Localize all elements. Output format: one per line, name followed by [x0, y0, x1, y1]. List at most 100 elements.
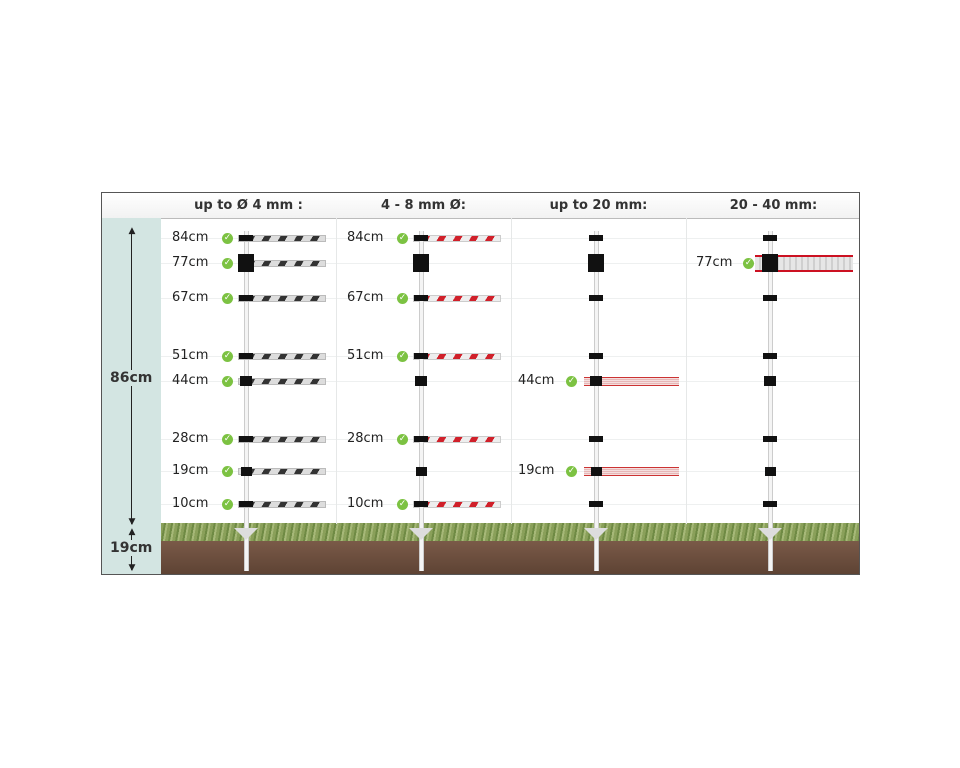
column-header: up to Ø 4 mm : [194, 198, 303, 213]
column-header: up to 20 mm: [549, 198, 648, 213]
check-circle-icon: ✓ [397, 499, 408, 510]
insulator-icon [763, 235, 777, 241]
insulator-icon [589, 295, 603, 301]
insulator-icon [414, 436, 428, 442]
check-circle-icon: ✓ [222, 351, 233, 362]
arrow-down-icon: ▼ [128, 517, 136, 527]
insulator-icon [414, 295, 428, 301]
insulator-icon [763, 295, 777, 301]
insulator-icon [239, 353, 253, 359]
check-circle-icon: ✓ [566, 466, 577, 477]
wire-height-label: 77cm [172, 255, 209, 270]
arrow-up-icon: ▲ [128, 226, 136, 236]
wire-black-white-polywire [238, 501, 326, 508]
wire-height-label: 28cm [347, 431, 384, 446]
check-circle-icon: ✓ [222, 293, 233, 304]
ground-depth-label: 19cm [110, 540, 153, 556]
column-header: 4 - 8 mm Ø: [381, 198, 466, 213]
insulator-icon [414, 353, 428, 359]
insulator-icon [763, 436, 777, 442]
insulator-icon [240, 466, 252, 476]
wire-black-white-polywire [238, 295, 326, 302]
insulator-icon [239, 295, 253, 301]
wire-height-label: 51cm [347, 348, 384, 363]
fence-post [768, 231, 773, 571]
wire-height-label: 84cm [172, 230, 209, 245]
insulator-icon [240, 376, 252, 386]
insulator-icon [764, 466, 776, 476]
check-circle-icon: ✓ [222, 233, 233, 244]
check-circle-icon: ✓ [397, 233, 408, 244]
insulator-icon [764, 376, 776, 386]
insulator-icon [589, 436, 603, 442]
wire-wide-tape [755, 255, 853, 272]
grid-line [161, 356, 859, 357]
header-row: up to Ø 4 mm : 4 - 8 mm Ø: up to 20 mm: 20 … [102, 193, 859, 219]
fence-diagram: up to Ø 4 mm : 4 - 8 mm Ø: up to 20 mm: 20 … [101, 192, 860, 575]
insulator-icon [239, 436, 253, 442]
insulator-icon [763, 501, 777, 507]
wire-polytape [584, 467, 679, 476]
fence-post [244, 231, 249, 571]
wire-red-white-polyrope [413, 501, 501, 508]
check-circle-icon: ✓ [566, 376, 577, 387]
wire-height-label: 44cm [172, 373, 209, 388]
insulator-icon [238, 254, 254, 272]
wire-height-label: 84cm [347, 230, 384, 245]
insulator-icon [588, 254, 604, 272]
wire-black-white-polywire [238, 235, 326, 242]
fence-post [594, 231, 599, 571]
check-circle-icon: ✓ [222, 499, 233, 510]
grid-line [161, 238, 859, 239]
insulator-icon [589, 353, 603, 359]
soil [161, 541, 859, 574]
insulator-icon [415, 466, 427, 476]
check-circle-icon: ✓ [397, 351, 408, 362]
wire-height-label: 28cm [172, 431, 209, 446]
arrow-down-icon: ▼ [128, 563, 136, 573]
check-circle-icon: ✓ [743, 258, 754, 269]
wire-height-label: 67cm [347, 290, 384, 305]
grid-line [161, 298, 859, 299]
insulator-icon [763, 353, 777, 359]
insulator-icon [762, 254, 778, 272]
check-circle-icon: ✓ [222, 466, 233, 477]
wire-red-white-polyrope [413, 235, 501, 242]
check-circle-icon: ✓ [222, 376, 233, 387]
post-spike [409, 528, 433, 540]
check-circle-icon: ✓ [222, 258, 233, 269]
dimension-panel: ▲ ▼ 86cm ▲ ▼ 19cm [102, 218, 161, 574]
wire-height-label: 19cm [172, 463, 209, 478]
wire-height-label: 10cm [347, 496, 384, 511]
wire-red-white-polyrope [413, 295, 501, 302]
wire-red-white-polyrope [413, 353, 501, 360]
insulator-icon [589, 501, 603, 507]
column-divider [511, 218, 512, 524]
check-circle-icon: ✓ [397, 293, 408, 304]
insulator-icon [590, 466, 602, 476]
insulator-icon [239, 235, 253, 241]
wire-black-white-polywire [238, 378, 326, 385]
grass [161, 523, 859, 541]
wire-height-label: 51cm [172, 348, 209, 363]
wire-height-label: 10cm [172, 496, 209, 511]
wire-height-label: 44cm [518, 373, 555, 388]
wire-polytape [584, 377, 679, 386]
insulator-icon [414, 501, 428, 507]
wire-red-white-polyrope [413, 436, 501, 443]
grid-line [161, 504, 859, 505]
post-spike [234, 528, 258, 540]
fence-post [419, 231, 424, 571]
check-circle-icon: ✓ [222, 434, 233, 445]
insulator-icon [413, 254, 429, 272]
insulator-icon [239, 501, 253, 507]
grid-line [161, 439, 859, 440]
column-divider [336, 218, 337, 524]
wire-height-label: 19cm [518, 463, 555, 478]
post-spike [584, 528, 608, 540]
arrow-up-icon: ▲ [128, 527, 136, 537]
insulator-icon [589, 235, 603, 241]
insulator-icon [415, 376, 427, 386]
column-divider [686, 218, 687, 524]
wire-black-white-polywire [238, 468, 326, 475]
